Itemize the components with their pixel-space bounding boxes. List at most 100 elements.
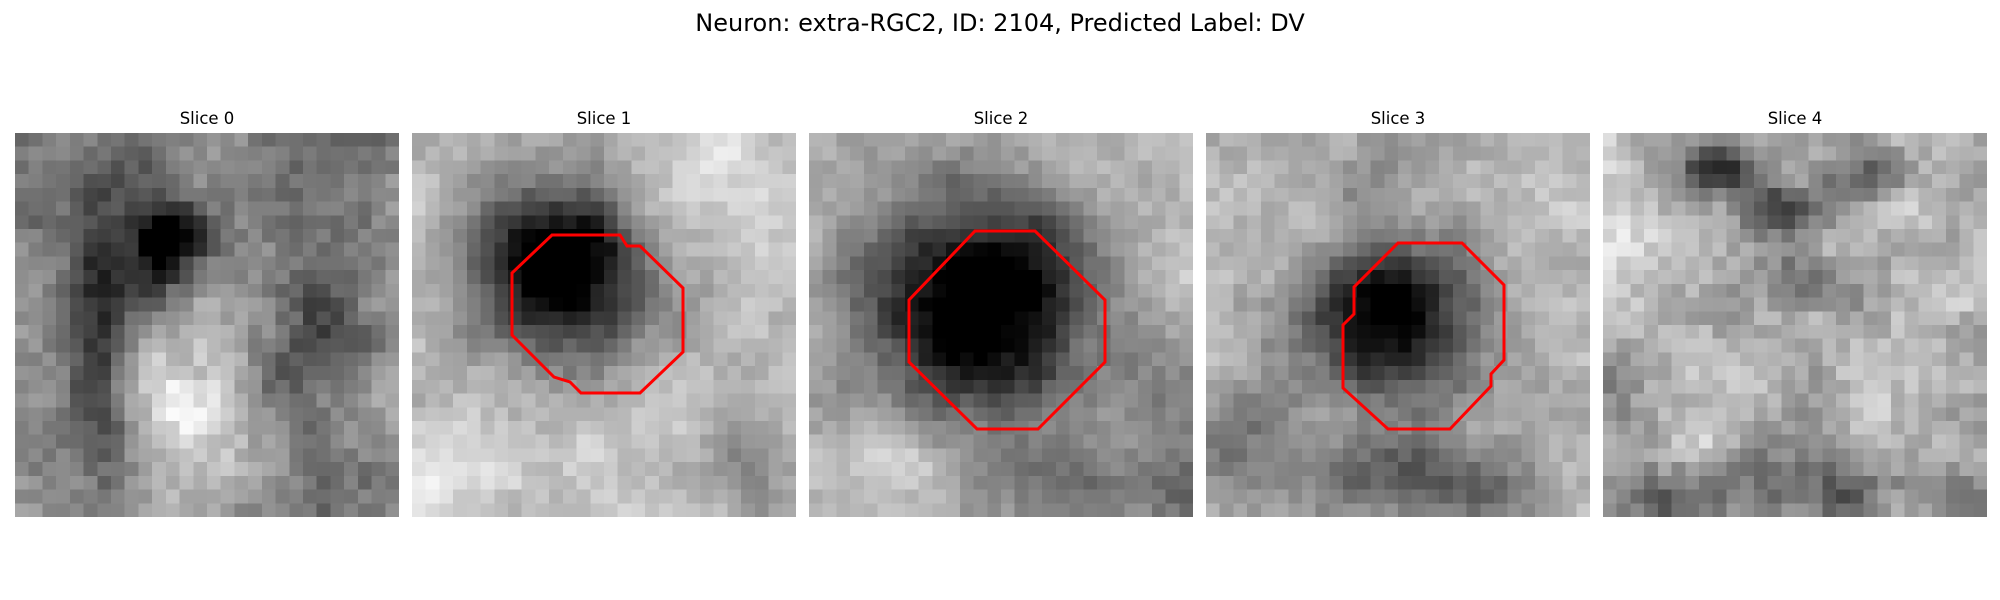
pixel [316,256,331,271]
pixel [1233,283,1248,298]
pixel [344,503,359,517]
pixel [1630,297,1645,312]
pixel [412,270,427,285]
pixel [1822,352,1837,367]
pixel [1124,489,1139,504]
pixel [1740,201,1755,216]
pixel [1233,215,1248,230]
pixel [1699,270,1714,285]
pixel [672,215,687,230]
pixel [1042,421,1057,436]
pixel [1260,503,1275,517]
pixel [686,503,701,517]
pixel [220,256,235,271]
pixel [754,256,769,271]
pixel [494,283,509,298]
pixel [289,146,304,161]
pixel [124,462,139,477]
pixel [590,338,605,353]
pixel [425,215,440,230]
pixel [946,229,961,244]
pixel [1808,242,1823,257]
pixel [83,297,98,312]
pixel [357,393,372,408]
pixel [1973,393,1987,408]
pixel [987,448,1002,463]
pixel [658,201,673,216]
pixel [1179,379,1193,394]
pixel [1329,475,1344,490]
pixel [165,325,180,340]
pixel [344,489,359,504]
pixel [1206,297,1221,312]
pixel [1466,311,1481,326]
pixel [631,503,646,517]
pixel [1712,503,1727,517]
pixel [1233,242,1248,257]
pixel [645,215,660,230]
pixel [1124,187,1139,202]
pixel [1836,379,1851,394]
pixel [1548,393,1563,408]
pixel [480,270,495,285]
pixel [959,448,974,463]
pixel [275,503,290,517]
pixel [152,187,167,202]
pixel [1740,407,1755,422]
pixel [768,174,783,189]
pixel [1808,256,1823,271]
pixel [1781,462,1796,477]
pixel [1740,283,1755,298]
pixel [1260,325,1275,340]
pixel [412,297,427,312]
pixel [1822,146,1837,161]
pixel [686,311,701,326]
pixel [1233,187,1248,202]
pixel [357,270,372,285]
pixel [42,352,57,367]
pixel [1315,462,1330,477]
pixel [1535,229,1550,244]
pixel [248,366,263,381]
pixel [741,297,756,312]
pixel [1329,338,1344,353]
pixel [152,379,167,394]
pixel [1452,352,1467,367]
pixel [1781,489,1796,504]
pixel [863,283,878,298]
pixel [1302,174,1317,189]
pixel [1315,146,1330,161]
pixel [1562,256,1577,271]
pixel [1932,448,1947,463]
pixel [1247,448,1262,463]
pixel [1548,421,1563,436]
pixel [1097,475,1112,490]
pixel [275,174,290,189]
pixel [1315,297,1330,312]
pixel [1206,407,1221,422]
pixel [1753,434,1768,449]
pixel [1657,160,1672,175]
pixel [385,146,399,161]
pixel [1863,448,1878,463]
pixel [700,201,715,216]
pixel [1781,174,1796,189]
pixel [604,256,619,271]
pixel [1644,229,1659,244]
pixel [508,270,523,285]
pixel [727,448,742,463]
pixel [275,434,290,449]
pixel [1055,215,1070,230]
pixel [1548,215,1563,230]
pixel [1055,297,1070,312]
pixel [1343,146,1358,161]
pixel [1398,366,1413,381]
pixel [316,201,331,216]
pixel [946,448,961,463]
pixel [809,229,824,244]
pixel [234,503,249,517]
pixel [193,187,208,202]
pixel [576,283,591,298]
pixel [1726,503,1741,517]
pixel [1083,229,1098,244]
